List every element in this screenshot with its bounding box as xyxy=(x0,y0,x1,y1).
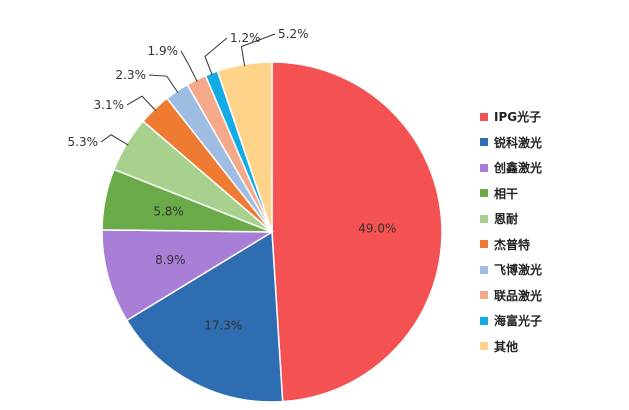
legend-label: 海富光子 xyxy=(494,314,543,329)
leader-line xyxy=(148,74,179,94)
legend: IPG光子锐科激光创鑫激光相干恩耐杰普特飞博激光联品激光海富光子其他 xyxy=(480,104,542,359)
legend-label: 锐科激光 xyxy=(494,135,543,150)
legend-swatch xyxy=(480,214,488,223)
legend-label: 创鑫激光 xyxy=(494,161,543,176)
legend-label: 联品激光 xyxy=(494,288,543,303)
legend-item: 相干 xyxy=(480,181,542,207)
legend-swatch xyxy=(480,163,488,172)
data-label: 5.8% xyxy=(153,205,184,219)
legend-swatch xyxy=(480,316,488,325)
legend-swatch xyxy=(480,112,488,121)
leader-line xyxy=(180,50,198,82)
pie-slice xyxy=(125,230,284,403)
legend-swatch xyxy=(480,342,488,351)
legend-item: 杰普特 xyxy=(480,232,542,258)
data-label: 5.2% xyxy=(278,27,309,41)
legend-label: 杰普特 xyxy=(494,237,531,252)
legend-label: IPG光子 xyxy=(494,110,542,125)
legend-label: 其他 xyxy=(494,339,519,354)
legend-item: 海富光子 xyxy=(480,308,542,334)
data-label: 5.3% xyxy=(68,135,99,149)
legend-item: 锐科激光 xyxy=(480,130,542,156)
data-label: 1.2% xyxy=(230,31,261,45)
legend-item: 联品激光 xyxy=(480,283,542,309)
legend-swatch xyxy=(480,240,488,249)
legend-swatch xyxy=(480,138,488,147)
pie-slice xyxy=(271,61,443,403)
legend-item: IPG光子 xyxy=(480,104,542,130)
legend-swatch xyxy=(480,291,488,300)
data-label: 1.9% xyxy=(148,44,179,58)
leader-line xyxy=(126,95,157,111)
legend-label: 恩耐 xyxy=(494,212,519,227)
leader-line xyxy=(240,33,276,67)
leader-line xyxy=(100,134,129,146)
data-label: 49.0% xyxy=(358,222,396,236)
data-label: 2.3% xyxy=(116,68,147,82)
legend-swatch xyxy=(480,265,488,274)
pie-slice xyxy=(101,229,275,322)
legend-item: 飞博激光 xyxy=(480,257,542,283)
legend-item: 创鑫激光 xyxy=(480,155,542,181)
data-label: 17.3% xyxy=(204,318,242,332)
legend-swatch xyxy=(480,189,488,198)
legend-item: 恩耐 xyxy=(480,206,542,232)
data-label: 8.9% xyxy=(155,253,186,267)
legend-item: 其他 xyxy=(480,334,542,360)
data-label: 3.1% xyxy=(94,98,125,112)
legend-label: 相干 xyxy=(494,186,519,201)
leader-line xyxy=(204,37,228,76)
legend-label: 飞博激光 xyxy=(494,263,543,278)
